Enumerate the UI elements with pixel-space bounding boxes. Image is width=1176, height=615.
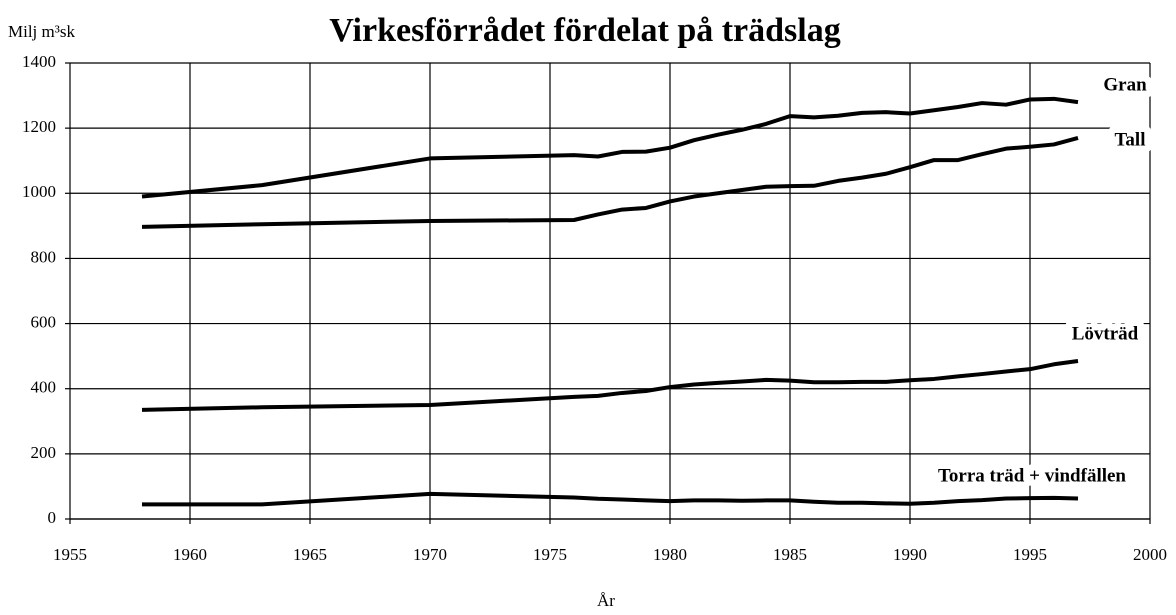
x-tick-label: 1960 xyxy=(173,545,207,564)
x-tick-label: 1955 xyxy=(53,545,87,564)
x-axis-label: År xyxy=(597,591,615,610)
series-line xyxy=(142,491,1079,507)
y-tick-label: 800 xyxy=(31,247,57,266)
y-tick-label: 1000 xyxy=(22,182,56,201)
series-line xyxy=(141,359,1079,412)
x-tick-label: 1990 xyxy=(893,545,927,564)
y-tick-label: 200 xyxy=(31,443,57,462)
y-tick-label: 600 xyxy=(31,312,57,331)
y-tick-label: 400 xyxy=(31,378,57,397)
x-tick-label: 2000 xyxy=(1133,545,1167,564)
x-tick-label: 1980 xyxy=(653,545,687,564)
y-tick-label: 1400 xyxy=(22,52,56,71)
chart-title: Virkesförrådet fördelat på trädslag xyxy=(329,12,840,49)
series-label: Lövträd xyxy=(1072,323,1139,344)
series-line xyxy=(141,135,1079,229)
x-tick-label: 1965 xyxy=(293,545,327,564)
series-line xyxy=(141,96,1079,199)
series-label: Tall xyxy=(1115,129,1146,150)
x-tick-label: 1985 xyxy=(773,545,807,564)
y-tick-label: 1200 xyxy=(22,117,56,136)
series-label: Torra träd + vindfällen xyxy=(938,465,1126,486)
series-label: Gran xyxy=(1103,74,1147,95)
x-tick-label: 1995 xyxy=(1013,545,1047,564)
x-tick-label: 1970 xyxy=(413,545,447,564)
x-tick-label: 1975 xyxy=(533,545,567,564)
y-tick-label: 0 xyxy=(48,508,57,527)
y-axis-label: Milj m³sk xyxy=(8,22,75,41)
